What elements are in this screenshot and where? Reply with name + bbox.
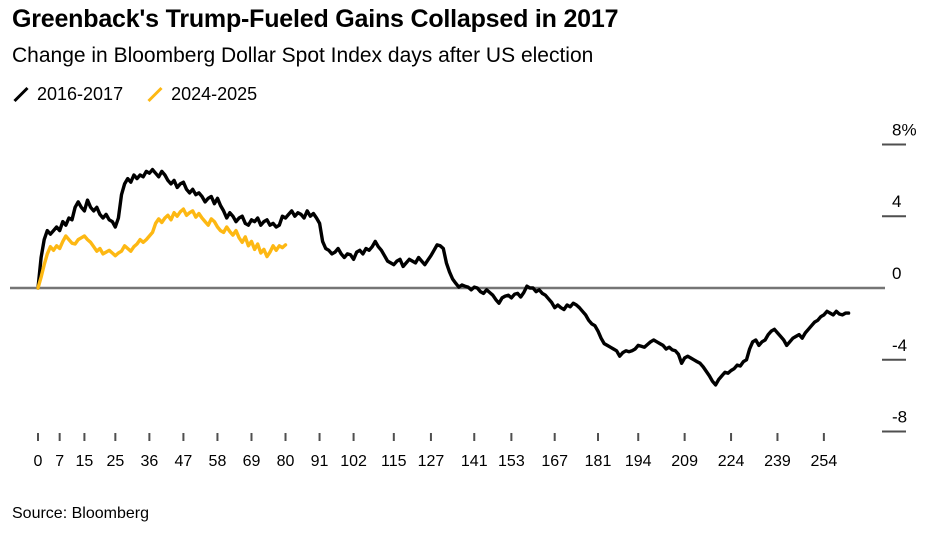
series-line-2016-2017 <box>36 167 851 387</box>
black-line-swatch-icon <box>13 86 29 103</box>
x-axis-label: 36 <box>140 453 158 470</box>
legend-item-2024-2025: 2024-2025 <box>147 84 257 105</box>
legend-item-2016-2017: 2016-2017 <box>13 84 123 105</box>
source-note: Source: Bloomberg <box>12 505 149 522</box>
x-axis-label: 209 <box>671 453 698 470</box>
black-slash-icon <box>13 86 29 103</box>
x-axis-label: 91 <box>311 453 329 470</box>
x-axis-label: 153 <box>498 453 525 470</box>
x-axis-label: 58 <box>209 453 227 470</box>
chart-subtitle: Change in Bloomberg Dollar Spot Index da… <box>12 44 594 67</box>
y-axis-label: -4 <box>892 336 907 355</box>
yellow-line-swatch-icon <box>147 86 163 103</box>
legend-label-2024-2025: 2024-2025 <box>171 84 258 104</box>
x-axis-label: 194 <box>625 453 652 470</box>
x-axis-label: 25 <box>106 453 124 470</box>
x-axis-label: 127 <box>418 453 445 470</box>
x-axis-label: 115 <box>381 453 407 470</box>
x-axis-label: 254 <box>811 453 838 470</box>
y-axis-label: -8 <box>892 408 907 427</box>
y-axis-label: 0 <box>892 264 901 283</box>
x-axis-label: 239 <box>764 453 791 470</box>
legend-label-2016-2017: 2016-2017 <box>37 84 124 104</box>
x-axis-label: 141 <box>461 453 488 470</box>
x-axis-label: 7 <box>55 453 64 470</box>
x-axis-label: 47 <box>175 453 193 470</box>
x-axis-label: 15 <box>76 453 94 470</box>
y-axis-label: 8% <box>892 120 917 139</box>
y-axis-label: 4 <box>892 192 901 211</box>
x-axis-label: 102 <box>340 453 367 470</box>
x-axis-label: 0 <box>34 453 43 470</box>
yellow-slash-icon <box>147 86 163 103</box>
x-axis-label: 167 <box>541 453 568 470</box>
series-line-2024-2025 <box>36 207 288 290</box>
chart-legend: 2016-2017 2024-2025 <box>13 84 257 105</box>
x-axis-label: 181 <box>585 453 612 470</box>
x-axis-label: 69 <box>243 453 261 470</box>
x-axis-label: 224 <box>718 453 745 470</box>
x-axis-label: 80 <box>277 453 295 470</box>
chart-title: Greenback's Trump-Fueled Gains Collapsed… <box>12 5 619 33</box>
